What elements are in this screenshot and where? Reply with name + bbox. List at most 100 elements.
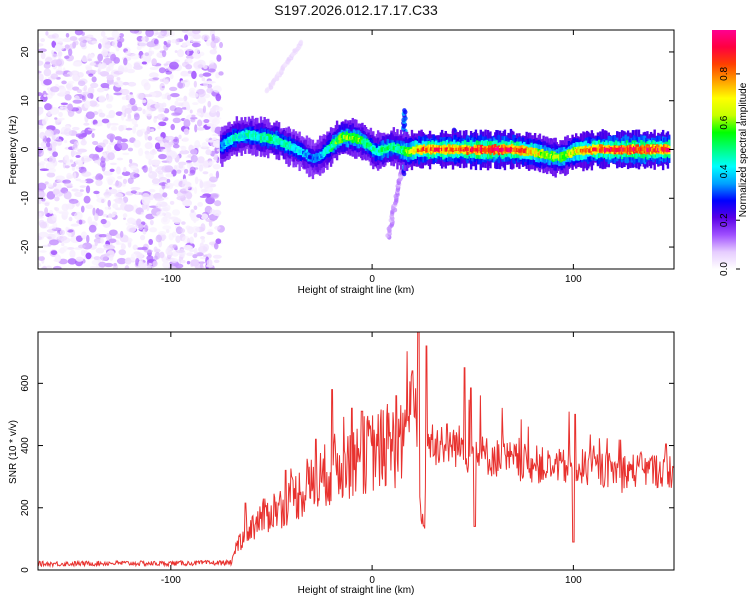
- noise-blob: [169, 200, 175, 205]
- noise-blob: [207, 68, 216, 73]
- noise-blob: [193, 205, 198, 210]
- ridge-cell: [310, 156, 313, 160]
- ridge-cell: [372, 146, 375, 151]
- noise-blob: [127, 147, 134, 152]
- noise-blob: [155, 203, 162, 209]
- ridge-cell: [262, 135, 265, 141]
- noise-blob: [201, 34, 210, 41]
- ridge-cell: [417, 145, 421, 153]
- noise-blob: [61, 242, 65, 247]
- noise-blob: [67, 80, 75, 84]
- noise-blob: [185, 64, 193, 70]
- noise-blob: [104, 206, 110, 210]
- noise-blob: [208, 64, 215, 69]
- noise-blob: [108, 229, 118, 236]
- noise-blob: [72, 61, 82, 67]
- ridge-cell: [467, 147, 470, 152]
- noise-blob: [167, 182, 171, 186]
- noise-blob: [165, 173, 174, 178]
- ridge-cell: [268, 136, 271, 141]
- noise-blob: [194, 48, 200, 54]
- noise-blob: [75, 159, 83, 165]
- noise-blob: [136, 107, 143, 112]
- ridge-cell: [456, 147, 460, 151]
- noise-blob: [148, 238, 154, 246]
- noise-blob: [85, 185, 91, 194]
- noise-blob: [54, 43, 62, 52]
- noise-blob: [63, 155, 70, 164]
- ridge-cell: [261, 135, 264, 139]
- ridge-cell: [542, 153, 545, 157]
- ridge-cell: [541, 153, 544, 157]
- x-tick-label: -100: [161, 575, 181, 586]
- ridge-cell: [334, 141, 338, 145]
- noise-blob: [106, 74, 115, 81]
- ridge-cell: [289, 144, 293, 149]
- ridge-cell: [408, 150, 411, 155]
- ridge-cell: [374, 149, 377, 153]
- ridge-cell: [328, 145, 332, 149]
- noise-blob: [162, 216, 168, 223]
- ridge-cell: [445, 147, 449, 151]
- noise-blob: [178, 134, 182, 140]
- ridge-cell: [468, 147, 472, 151]
- noise-blob: [158, 231, 167, 236]
- noise-blob: [125, 50, 131, 56]
- noise-blob: [181, 181, 192, 190]
- ridge-cell: [594, 147, 597, 152]
- ridge-cell: [495, 147, 498, 151]
- ridge-cell: [245, 132, 248, 136]
- ridge-cell: [322, 151, 325, 155]
- ridge-cell: [240, 134, 243, 138]
- ridge-cell: [469, 148, 473, 153]
- noise-blob: [85, 66, 93, 71]
- ridge-cell: [590, 147, 594, 152]
- noise-blob: [214, 225, 221, 230]
- noise-blob: [127, 177, 134, 184]
- noise-blob: [116, 41, 123, 48]
- ridge-cell: [269, 136, 272, 141]
- ridge-cell: [422, 146, 426, 151]
- ridge-cell: [332, 141, 335, 146]
- noise-blob: [202, 181, 211, 189]
- noise-blob: [38, 73, 44, 82]
- ridge-cell: [529, 150, 532, 155]
- ridge-cell: [659, 148, 662, 152]
- ridge-cell: [666, 147, 670, 152]
- ridge-cell: [624, 147, 627, 151]
- y-tick-label: 0: [20, 567, 31, 573]
- noise-blob: [51, 213, 57, 221]
- noise-blob: [74, 191, 83, 198]
- noise-blob: [123, 217, 127, 220]
- ridge-cell: [619, 147, 623, 151]
- ridge-cell: [285, 143, 288, 148]
- noise-blob: [188, 87, 196, 94]
- noise-blob: [191, 226, 200, 233]
- noise-blob: [211, 118, 220, 125]
- ridge-cell: [294, 147, 298, 152]
- noise-blob: [198, 73, 204, 78]
- ridge-cell: [390, 145, 393, 151]
- noise-blob: [216, 54, 222, 62]
- noise-blob: [185, 245, 194, 251]
- ridge-cell: [256, 135, 259, 139]
- noise-blob: [51, 59, 61, 66]
- noise-blob: [54, 254, 61, 263]
- ridge-cell: [632, 147, 636, 151]
- ridge-cell: [403, 148, 406, 153]
- noise-blob: [87, 128, 96, 131]
- noise-blob: [130, 186, 141, 191]
- noise-blob: [64, 165, 70, 169]
- noise-blob: [180, 80, 184, 84]
- noise-blob: [122, 81, 130, 86]
- ridge-cell: [535, 150, 538, 155]
- noise-blob: [45, 161, 56, 170]
- noise-blob: [38, 182, 47, 191]
- noise-blob: [206, 259, 213, 267]
- ridge-cell: [415, 147, 418, 151]
- ridge-cell: [333, 140, 336, 146]
- noise-blob: [50, 86, 60, 93]
- noise-blob: [176, 81, 186, 89]
- ridge-cell: [531, 149, 534, 154]
- noise-blob: [38, 92, 43, 97]
